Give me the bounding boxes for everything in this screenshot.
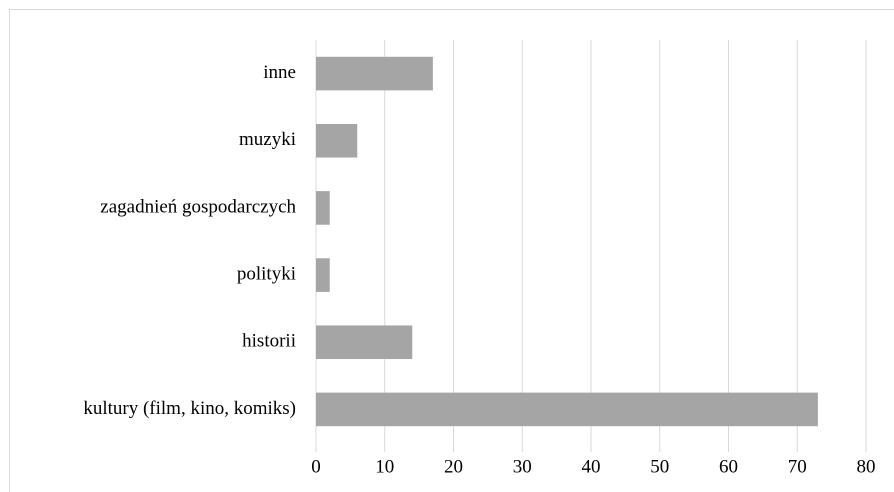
chart-border (9, 9, 894, 492)
x-tick-label: 20 (444, 456, 463, 477)
x-tick-label: 50 (650, 456, 669, 477)
y-tick-label: inne (263, 62, 296, 83)
x-tick-label: 0 (311, 456, 321, 477)
bar (316, 56, 433, 91)
x-tick-label: 80 (857, 456, 876, 477)
x-tick-label: 60 (719, 456, 738, 477)
x-tick-label: 40 (582, 456, 601, 477)
bar (316, 258, 330, 292)
bar (316, 392, 818, 427)
bar (316, 325, 413, 360)
y-tick-label: zagadnień gospodarczych (100, 196, 296, 217)
y-tick-label: polityki (237, 263, 296, 284)
bar (316, 191, 330, 225)
x-tick-label: 10 (375, 456, 394, 477)
y-tick-label: muzyki (239, 129, 296, 150)
y-tick-label: historii (242, 331, 296, 352)
bar (316, 123, 358, 158)
x-tick-label: 70 (788, 456, 807, 477)
x-tick-label: 30 (513, 456, 532, 477)
y-tick-label: kultury (film, kino, komiks) (83, 398, 296, 419)
